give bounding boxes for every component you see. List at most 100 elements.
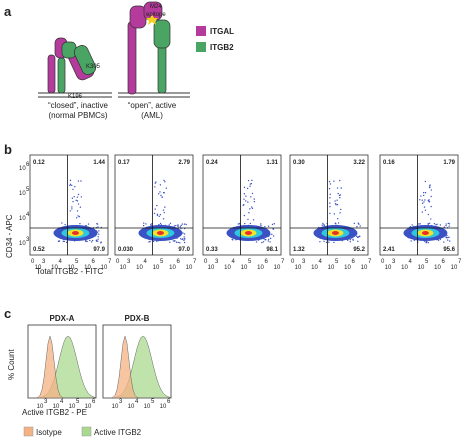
- event-dot: [181, 223, 184, 225]
- event-dot: [177, 224, 179, 226]
- event-dot: [64, 223, 66, 226]
- event-dot: [435, 224, 437, 226]
- event-dot: [329, 197, 331, 199]
- event-dot: [243, 186, 246, 189]
- event-dot: [76, 200, 79, 202]
- density-blob: [71, 231, 79, 235]
- event-dot: [77, 215, 79, 217]
- tick-base: 10: [136, 265, 143, 271]
- tick-exponent: 6: [92, 399, 96, 405]
- event-dot: [91, 239, 94, 242]
- site-label: K196: [68, 94, 83, 100]
- quadrant-value: 0.33: [206, 247, 218, 253]
- event-dot: [237, 223, 239, 225]
- event-dot: [339, 196, 341, 199]
- event-dot: [358, 223, 360, 225]
- event-dot: [356, 235, 358, 238]
- plot-frame: [379, 154, 459, 256]
- histogram: [27, 335, 97, 399]
- event-dot: [156, 240, 158, 243]
- tick-base: 10: [241, 265, 248, 271]
- event-dot: [86, 240, 88, 243]
- event-dot: [267, 238, 270, 240]
- event-dot: [328, 187, 331, 190]
- event-dot: [447, 222, 450, 225]
- tick-exponent: 5: [248, 259, 252, 265]
- event-dot: [325, 241, 328, 244]
- tick-exponent: 3: [127, 259, 131, 265]
- event-dot: [164, 206, 166, 208]
- event-dot: [177, 225, 179, 228]
- tick-base: 10: [418, 265, 425, 271]
- tick-zero: 0: [381, 259, 385, 265]
- tick-base: 10: [208, 265, 215, 271]
- event-dot: [159, 222, 162, 225]
- legend-swatch: [196, 42, 206, 52]
- tick-base: 10: [144, 404, 151, 410]
- event-dot: [329, 183, 332, 185]
- plot-title: PDX-B: [125, 314, 150, 323]
- event-dot: [424, 199, 426, 201]
- tick-exponent: 6: [442, 259, 446, 265]
- event-dot: [163, 179, 165, 182]
- event-dot: [329, 212, 331, 215]
- event-dot: [179, 242, 181, 244]
- histogram: [102, 335, 172, 399]
- event-dot: [252, 219, 255, 221]
- event-dot: [247, 201, 249, 203]
- event-dot: [179, 226, 182, 228]
- quadrant-value: 1.31: [266, 160, 278, 166]
- legend-swatch: [81, 426, 92, 437]
- event-dot: [98, 230, 100, 232]
- x-axis-label: Total ITGB2 - FITC: [36, 267, 103, 276]
- event-dot: [98, 233, 100, 235]
- event-dot: [160, 194, 162, 197]
- tick-base: 10: [274, 265, 281, 271]
- event-dot: [272, 235, 275, 237]
- event-dot: [443, 241, 445, 243]
- event-dot: [335, 223, 337, 225]
- event-dot: [446, 236, 448, 239]
- site-label: M24: [150, 4, 162, 10]
- tick-base: 10: [160, 404, 167, 410]
- event-dot: [357, 240, 359, 243]
- event-dot: [76, 217, 78, 219]
- tick-exponent: 6: [26, 162, 30, 168]
- tick-base: 10: [120, 265, 127, 271]
- event-dot: [264, 239, 266, 241]
- tick-exponent: 7: [368, 259, 372, 265]
- event-dot: [244, 222, 246, 225]
- event-dot: [165, 187, 168, 189]
- event-dot: [271, 223, 274, 226]
- event-dot: [76, 210, 79, 212]
- tick-base: 10: [153, 265, 160, 271]
- event-dot: [445, 223, 447, 225]
- event-dot: [427, 242, 429, 244]
- event-dot: [439, 224, 442, 226]
- tick-base: 10: [401, 265, 408, 271]
- tick-base: 10: [35, 265, 42, 271]
- tick-exponent: 3: [119, 399, 123, 405]
- tick-base: 10: [328, 265, 335, 271]
- tick-base: 10: [128, 404, 135, 410]
- event-dot: [356, 225, 358, 228]
- event-dot: [269, 237, 272, 240]
- event-dot: [334, 203, 337, 205]
- tick-zero: 0: [291, 259, 295, 265]
- event-dot: [243, 193, 246, 195]
- event-dot: [253, 198, 255, 200]
- event-dot: [446, 239, 449, 241]
- tick-exponent: 3: [44, 399, 48, 405]
- event-dot: [96, 240, 99, 242]
- event-dot: [322, 222, 324, 225]
- event-dot: [349, 241, 351, 243]
- event-dot: [250, 196, 252, 198]
- plot-frame: [114, 154, 194, 256]
- event-dot: [439, 238, 442, 241]
- event-dot: [96, 223, 98, 225]
- tick-exponent: 5: [76, 399, 80, 405]
- tick-base: 10: [451, 265, 458, 271]
- tick-base: 10: [37, 404, 44, 410]
- event-dot: [427, 213, 430, 216]
- event-dot: [336, 199, 338, 201]
